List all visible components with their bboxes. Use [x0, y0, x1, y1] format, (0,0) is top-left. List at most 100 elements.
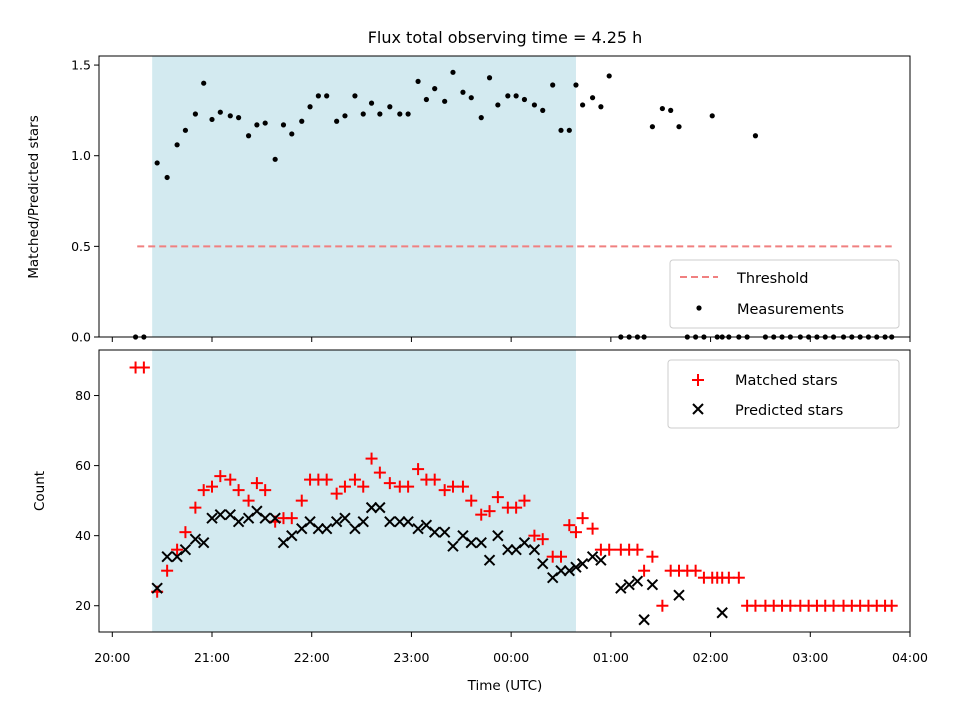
legend-matched-label: Matched stars	[735, 373, 838, 389]
legend-matched-marker	[692, 374, 704, 386]
measurement-point	[201, 80, 207, 86]
predicted-star-marker	[465, 536, 477, 549]
matched-star-marker	[295, 494, 308, 507]
measurement-point	[299, 118, 305, 124]
chart-title: Flux total observing time = 4.25 h	[368, 28, 643, 47]
measurement-point	[668, 107, 674, 113]
matched-star-marker	[536, 533, 549, 546]
predicted-star-marker	[402, 515, 414, 528]
predicted-star-marker	[214, 508, 227, 521]
predicted-star-marker	[428, 526, 441, 538]
predicted-star-marker	[673, 589, 685, 601]
measurement-point	[478, 115, 484, 121]
predicted-star-marker	[259, 512, 271, 524]
legend-measurements-marker	[696, 305, 702, 311]
matched-star-marker	[631, 543, 644, 556]
bottom-axes-frame	[98, 349, 911, 633]
matched-star-marker	[510, 501, 523, 514]
measurement-point	[154, 160, 160, 166]
x-tick-label: 02:00	[693, 650, 729, 665]
predicted-star-marker	[475, 536, 487, 549]
measurement-point	[589, 95, 596, 101]
matched-star-marker	[320, 473, 333, 486]
matched-star-marker	[412, 463, 425, 476]
predicted-star-marker	[438, 526, 451, 538]
measurement-point	[486, 75, 493, 81]
predicted-star-marker	[232, 515, 245, 528]
measurement-point	[227, 113, 233, 119]
x-tick-label: 23:00	[393, 650, 429, 665]
bottom-y-ticks: 20 40 60 80	[75, 388, 99, 613]
top-y-tick-label: 0.5	[71, 239, 91, 254]
predicted-star-marker	[286, 529, 298, 542]
predicted-star-marker	[189, 533, 202, 545]
predicted-star-marker	[555, 564, 567, 577]
matched-star-marker	[732, 571, 745, 584]
matched-star-marker	[357, 480, 370, 493]
predicted-star-marker	[412, 522, 424, 535]
matched-star-marker	[656, 599, 669, 612]
top-legend: Threshold Measurements	[669, 259, 900, 329]
bottom-y-tick-label: 20	[75, 598, 91, 613]
predicted-star-marker	[374, 501, 386, 514]
predicted-star-marker	[447, 540, 459, 552]
measurement-point	[450, 69, 456, 75]
measurement-point	[192, 111, 198, 117]
measurement-point	[368, 100, 375, 106]
measurement-point	[217, 109, 223, 115]
measurement-point	[676, 124, 682, 130]
matched-star-marker	[348, 473, 361, 486]
measurement-point	[550, 82, 556, 88]
legend-predicted-label: Predicted stars	[735, 403, 843, 419]
legend-measurements-label: Measurements	[737, 302, 844, 318]
matched-star-marker	[189, 501, 202, 514]
bottom-x-ticks: 20:00 21:00 22:00 23:00 00:00 01:00 02:00 03:00…	[94, 632, 928, 665]
measurement-point	[280, 122, 287, 128]
measurement-point	[415, 78, 421, 84]
predicted-star-marker	[161, 550, 173, 563]
x-tick-label: 01:00	[593, 650, 629, 665]
measurement-point	[709, 113, 715, 119]
matched-star-marker	[638, 564, 651, 577]
measurement-point	[262, 120, 268, 126]
top-y-ticks: 0.0 0.5 1.0 1.5	[71, 58, 99, 345]
matched-star-marker	[475, 508, 488, 521]
x-tick-label: 04:00	[892, 650, 928, 665]
predicted-star-marker	[357, 515, 369, 528]
matched-star-marker	[491, 491, 504, 504]
measurement-point	[315, 93, 321, 99]
predicted-star-marker	[646, 579, 659, 591]
x-tick-label: 22:00	[294, 650, 330, 665]
matched-star-marker	[250, 477, 263, 490]
measurement-point	[387, 104, 393, 110]
matched-star-marker	[646, 550, 659, 563]
predicted-star-marker	[586, 550, 599, 563]
measurement-point	[521, 96, 528, 103]
measurement-point	[513, 93, 519, 99]
matched-star-marker	[224, 473, 237, 486]
matched-star-marker	[232, 484, 245, 497]
predicted-star-marker	[151, 582, 163, 594]
predicted-star-marker	[339, 512, 351, 524]
top-y-tick-label: 1.0	[71, 148, 91, 163]
measurement-point	[235, 115, 242, 121]
measurement-point	[164, 174, 170, 181]
predicted-star-marker	[492, 529, 504, 542]
measurement-point	[360, 111, 366, 117]
measurement-point	[752, 133, 759, 139]
measurement-point	[182, 127, 189, 133]
matched-star-marker	[402, 480, 415, 493]
measurement-point	[460, 89, 466, 95]
measurement-point	[606, 73, 612, 79]
top-panel: 0.0 0.5 1.0 1.5 Matched/Predicted stars Thr…	[26, 55, 911, 345]
measurement-point	[558, 127, 564, 133]
predicted-star-marker	[576, 557, 589, 570]
matched-star-marker	[576, 512, 589, 525]
measurement-point	[423, 96, 429, 103]
matched-star-marker	[555, 550, 568, 563]
measurement-point	[649, 124, 656, 130]
matched-star-marker	[137, 361, 150, 374]
predicted-star-marker	[312, 522, 325, 535]
bottom-legend-box	[667, 359, 900, 429]
